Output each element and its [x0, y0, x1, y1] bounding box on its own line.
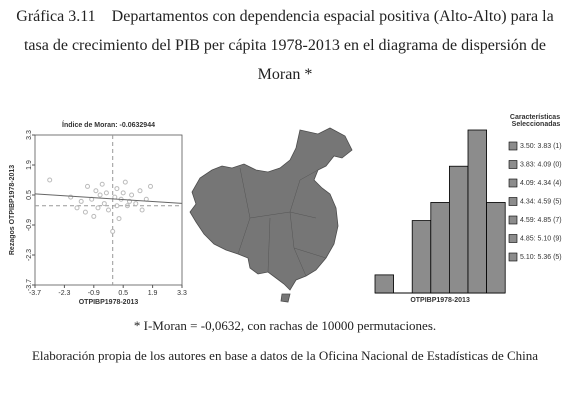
legend-swatch [508, 215, 518, 225]
legend-label: 3.50: 3.83 (1) [520, 143, 562, 150]
x-tick-label: -2.3 [58, 290, 70, 297]
scatter-point [114, 203, 120, 209]
scatter-point [114, 186, 120, 192]
y-axis-label: Rezagos OTPIBP1978-2013 [9, 165, 16, 255]
scatter-point [103, 190, 109, 196]
hainan [280, 293, 291, 303]
hist-x-label: OTPIBP1978-2013 [410, 297, 470, 304]
figure-title: Departamentos con dependencia espacial p… [23, 8, 554, 83]
legend-swatch [508, 252, 518, 262]
hist-bar [486, 202, 506, 294]
legend-label: 4.59: 4.85 (7) [520, 217, 562, 224]
hist-bar [467, 129, 488, 294]
scatter-point [93, 188, 99, 194]
scatter-point [78, 198, 84, 204]
scatter-point [95, 205, 101, 211]
scatter-point [74, 205, 80, 211]
scatter-point [101, 201, 107, 207]
scatter-point [116, 216, 122, 222]
y-tick-label: -0.9 [26, 219, 33, 231]
y-tick-label: 1.9 [26, 160, 33, 170]
legend-label: 3.83: 4.09 (0) [520, 161, 562, 168]
plot-frame [34, 134, 183, 286]
scatter-point [127, 198, 132, 204]
legend-swatch [508, 178, 518, 188]
scatter-point [91, 213, 97, 219]
fit-line [34, 193, 183, 204]
hist-bar [374, 274, 395, 294]
hist-bar [411, 220, 432, 294]
hist-bar [448, 165, 469, 294]
x-tick-label: 3.3 [177, 290, 187, 297]
legend-swatch [508, 160, 518, 169]
legend-label: 5.10: 5.36 (5) [520, 254, 562, 261]
scatter-point [82, 209, 88, 215]
figure-label: Gráfica 3.11 [16, 8, 96, 25]
legend-label: 4.34: 4.59 (5) [520, 198, 562, 205]
y-tick-label: 0.5 [26, 190, 33, 200]
x-tick-label: 0.5 [118, 290, 128, 297]
scatter-point [133, 201, 139, 207]
scatter-point [148, 183, 153, 189]
province-borders [237, 167, 327, 277]
y-tick-label: -3.7 [26, 279, 33, 291]
legend-swatch [508, 197, 518, 206]
scatter-point [47, 177, 53, 183]
scatter-point [129, 192, 135, 198]
source-note: Elaboración propia de los autores en bas… [31, 348, 539, 363]
legend-title: Características Seleccionadas [510, 114, 561, 128]
china-map [189, 127, 353, 291]
legend-swatch [508, 234, 518, 243]
figure-heading: Gráfica 3.11 Departamentos con dependenci… [10, 2, 560, 89]
scatter-point [85, 183, 90, 189]
scatter-point [106, 207, 111, 213]
figure: Índice de Moran: -0.0632944 OTPIBP1978-20… [9, 114, 562, 306]
legend-label: 4.85: 5.10 (9) [520, 235, 562, 242]
scatter-point [124, 203, 130, 209]
x-tick-label: -3.7 [29, 290, 41, 297]
scatter-point [68, 194, 74, 200]
x-axis-label: OTPIBP1978-2013 [79, 299, 139, 306]
note: * I-Moran = -0,0632, con rachas de 10000… [133, 318, 437, 333]
scatter-point [120, 190, 126, 196]
scatter-title: Índice de Moran: -0.0632944 [62, 120, 155, 129]
x-tick-label: 1.9 [148, 290, 158, 297]
scatter-point [137, 188, 143, 194]
legend-swatch [508, 141, 518, 151]
scatter-point [99, 181, 105, 187]
y-tick-label: 3.3 [26, 130, 33, 140]
x-tick-label: -0.9 [88, 290, 100, 297]
legend-label: 4.09: 4.34 (4) [520, 180, 562, 187]
scatter-point [110, 228, 116, 234]
y-tick-label: -2.3 [26, 249, 33, 261]
scatter-point [139, 207, 145, 213]
hist-bar [430, 202, 450, 294]
scatter-point [122, 179, 128, 185]
scatter-point [97, 192, 103, 198]
